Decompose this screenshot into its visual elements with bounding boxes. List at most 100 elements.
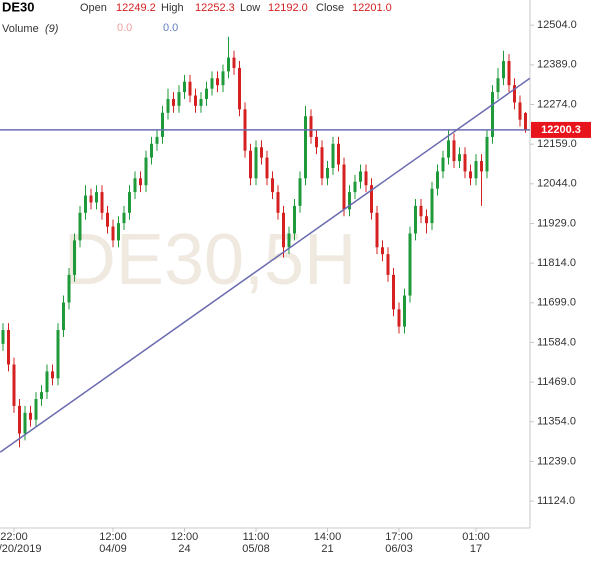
- candle-body: [155, 136, 159, 144]
- y-tick-label: 11699.0: [537, 297, 576, 309]
- x-tick-label: 11:00: [243, 531, 270, 543]
- candle-body: [408, 233, 412, 296]
- candle-body: [183, 81, 186, 93]
- candle-body: [172, 98, 175, 106]
- candle-body: [441, 157, 445, 172]
- candle-body: [403, 295, 406, 327]
- candle-body: [337, 143, 340, 165]
- candle-body: [293, 205, 296, 234]
- y-tick-label: 12274.0: [537, 98, 577, 110]
- candle-body: [260, 147, 263, 158]
- candle-body: [271, 178, 274, 193]
- candle-body: [436, 171, 439, 189]
- candle-body: [210, 78, 214, 89]
- candle-body: [73, 240, 76, 275]
- y-tick-label: 11239.0: [537, 455, 576, 467]
- price-label: 12200.3: [541, 124, 581, 136]
- candle-body: [496, 78, 500, 93]
- label: Close: [316, 2, 344, 14]
- candle-body: [414, 205, 417, 234]
- candle-body: [458, 154, 461, 162]
- y-tick-label: 12044.0: [537, 178, 577, 190]
- y-tick-label: 11814.0: [537, 257, 576, 269]
- candle-body: [232, 57, 236, 68]
- candle-body: [100, 192, 104, 213]
- value: 12192.0: [268, 2, 308, 14]
- candle-body: [199, 98, 203, 106]
- candle-body: [491, 92, 494, 137]
- candle-body: [463, 154, 467, 172]
- x-tick-label: 22:00: [0, 531, 28, 543]
- y-tick-label: 12389.0: [537, 59, 577, 71]
- candle-body: [51, 371, 54, 379]
- x-tick-label: 01:00: [462, 531, 490, 543]
- x-tick-label: 17:00: [385, 531, 413, 543]
- candle-body: [40, 392, 43, 400]
- label: Low: [240, 2, 260, 14]
- candle-body: [513, 85, 516, 103]
- candle-body: [1, 330, 5, 344]
- candle-body: [348, 192, 351, 210]
- candle-body: [370, 185, 373, 213]
- candle-body: [227, 57, 230, 72]
- candle-body: [238, 67, 241, 110]
- candle-body: [425, 216, 428, 224]
- candle-body: [161, 112, 164, 137]
- candle-body: [216, 78, 219, 86]
- y-tick-label: 12504.0: [537, 19, 577, 31]
- candle-body: [111, 226, 115, 241]
- candle-body: [62, 302, 65, 331]
- candle-body: [122, 212, 126, 224]
- candle-body: [194, 95, 197, 106]
- label: (9): [45, 23, 59, 35]
- candle-body: [12, 364, 16, 406]
- candle-body: [133, 178, 137, 193]
- candle-body: [221, 71, 225, 86]
- candle-body: [304, 116, 307, 179]
- value: 12249.2: [116, 2, 156, 14]
- candle-body: [166, 98, 170, 113]
- candle-body: [375, 212, 379, 248]
- candle-body: [364, 171, 368, 186]
- candle-body: [397, 309, 401, 327]
- candle-body: [18, 405, 21, 434]
- value: 12252.3: [195, 2, 235, 14]
- candle-body: [287, 233, 291, 248]
- y-tick-label: 11124.0: [537, 495, 575, 507]
- candle-body: [144, 157, 148, 186]
- candle-body: [392, 274, 395, 310]
- candle-body: [502, 61, 505, 79]
- candle-body: [128, 192, 131, 213]
- x-tick-label: 12:00: [99, 531, 127, 543]
- candle-body: [254, 147, 258, 179]
- value: 0.0: [117, 22, 132, 34]
- candle-body: [342, 164, 346, 210]
- header: DE30 Open 12249.2 High 12252.3 Low 12192…: [2, 0, 392, 35]
- candle-body: [205, 88, 208, 99]
- candle-body: [430, 188, 434, 224]
- y-tick-label: 12159.0: [537, 138, 577, 150]
- candle-body: [353, 181, 357, 193]
- value: 0.0: [163, 22, 178, 34]
- candle-body: [177, 92, 181, 106]
- candle-body: [419, 205, 423, 217]
- candle-body: [45, 371, 49, 393]
- candle-body: [117, 223, 120, 241]
- candle-body: [480, 161, 483, 172]
- candle-body: [326, 167, 329, 179]
- candle-body: [452, 140, 456, 162]
- y-tick-label: 11469.0: [537, 376, 576, 388]
- candle-body: [265, 157, 269, 179]
- candle-body: [7, 330, 10, 365]
- candle-body: [309, 116, 313, 137]
- candle-body: [381, 247, 384, 255]
- candle-body: [188, 81, 192, 96]
- x-tick-label: 03/20/2019: [0, 543, 42, 555]
- candle-body: [89, 195, 93, 203]
- y-tick-label: 11584.0: [537, 336, 576, 348]
- price-label-box: [531, 121, 591, 138]
- candle-body: [331, 143, 335, 168]
- x-tick-label: 05/08: [242, 543, 270, 555]
